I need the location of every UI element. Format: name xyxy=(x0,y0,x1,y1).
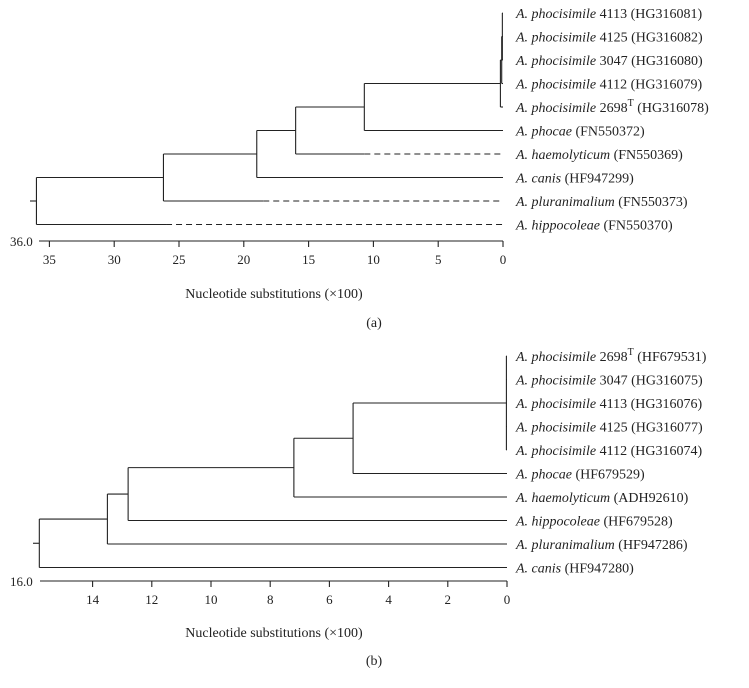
strain-id: 4125 xyxy=(596,31,628,46)
species-name: A. hippocoleae xyxy=(515,515,600,530)
leaf-label: A. haemolyticum (ADH92610) xyxy=(515,491,689,506)
species-name: A. phocisimile xyxy=(515,350,596,365)
strain-id: 3047 xyxy=(596,54,628,69)
axis-tick-label: 25 xyxy=(173,252,186,267)
species-name: A. phocisimile xyxy=(515,421,596,436)
axis-tick-label: 0 xyxy=(504,592,511,607)
leaf-label: A. canis (HF947280) xyxy=(515,562,634,577)
tree-panel-b: A. phocisimile 2698T (HF679531)A. phocis… xyxy=(10,347,707,669)
leaf-label: A. phocisimile 2698T (HF679531) xyxy=(515,347,707,365)
axis-tick-label: 14 xyxy=(86,592,100,607)
species-name: A. phocisimile xyxy=(515,101,596,116)
axis-max-label: 36.0 xyxy=(10,234,33,249)
leaf-label: A. phocisimile 4113 (HG316081) xyxy=(515,7,702,22)
accession-number: (HG316076) xyxy=(627,397,702,412)
type-strain-mark: T xyxy=(628,347,634,358)
strain-id: 4125 xyxy=(596,421,628,436)
axis-tick-label: 5 xyxy=(435,252,442,267)
leaf-label: A. haemolyticum (FN550369) xyxy=(515,148,683,163)
strain-id: 4112 xyxy=(596,444,627,459)
leaf-label: A. phocisimile 4125 (HG316082) xyxy=(515,31,703,46)
leaf-label: A. pluranimalium (FN550373) xyxy=(515,195,688,210)
axis-tick-label: 35 xyxy=(43,252,56,267)
type-strain-mark: T xyxy=(628,98,634,109)
accession-number: (HG316075) xyxy=(628,374,703,389)
leaf-label: A. phocisimile 4125 (HG316077) xyxy=(515,421,703,436)
leaf-label: A. phocisimile 2698T (HG316078) xyxy=(515,98,709,116)
species-name: A. canis xyxy=(515,172,562,187)
strain-id: 4112 xyxy=(596,78,627,93)
strain-id: 4113 xyxy=(596,7,627,22)
leaf-label: A. phocisimile 4112 (HG316074) xyxy=(515,444,702,459)
leaf-label: A. phocisimile 4113 (HG316076) xyxy=(515,397,702,412)
leaf-label: A. canis (HF947299) xyxy=(515,172,634,187)
species-name: A. phocisimile xyxy=(515,397,596,412)
axis-title: Nucleotide substitutions (×100) xyxy=(185,626,363,641)
accession-number: (FN550369) xyxy=(610,148,683,163)
leaf-label: A. hippocoleae (HF679528) xyxy=(515,515,673,530)
axis-tick-label: 8 xyxy=(267,592,274,607)
axis-tick-label: 2 xyxy=(445,592,452,607)
accession-number: (HF679529) xyxy=(572,468,645,483)
axis-tick-label: 0 xyxy=(500,252,507,267)
leaf-label: A. phocae (FN550372) xyxy=(515,125,645,140)
axis-max-label: 16.0 xyxy=(10,574,33,589)
leaf-label: A. pluranimalium (HF947286) xyxy=(515,538,688,553)
axis-tick-label: 10 xyxy=(367,252,380,267)
species-name: A. phocisimile xyxy=(515,31,596,46)
accession-number: (HF679528) xyxy=(600,515,673,530)
species-name: A. phocisimile xyxy=(515,78,596,93)
species-name: A. haemolyticum xyxy=(515,491,610,506)
accession-number: (HF947280) xyxy=(561,562,634,577)
species-name: A. phocae xyxy=(515,125,572,140)
accession-number: (HG316081) xyxy=(627,7,702,22)
panel-label: (b) xyxy=(366,654,383,669)
accession-number: (HF947299) xyxy=(561,172,634,187)
accession-number: (HG316082) xyxy=(628,31,703,46)
species-name: A. pluranimalium xyxy=(515,195,615,210)
species-name: A. phocisimile xyxy=(515,7,596,22)
species-name: A. phocisimile xyxy=(515,444,596,459)
axis-tick-label: 10 xyxy=(205,592,218,607)
accession-number: (ADH92610) xyxy=(610,491,688,506)
leaf-label: A. phocisimile 3047 (HG316080) xyxy=(515,54,703,69)
axis-tick-label: 6 xyxy=(326,592,333,607)
axis-tick-label: 15 xyxy=(302,252,315,267)
accession-number: (HG316080) xyxy=(628,54,703,69)
accession-number: (FN550372) xyxy=(572,125,645,140)
axis-tick-label: 12 xyxy=(145,592,158,607)
leaf-label: A. phocisimile 4112 (HG316079) xyxy=(515,78,702,93)
leaf-label: A. hippocoleae (FN550370) xyxy=(515,219,673,234)
species-name: A. phocae xyxy=(515,468,572,483)
accession-number: (HG316079) xyxy=(627,78,702,93)
species-name: A. haemolyticum xyxy=(515,148,610,163)
accession-number: (HG316074) xyxy=(627,444,702,459)
species-name: A. canis xyxy=(515,562,562,577)
leaf-label: A. phocisimile 3047 (HG316075) xyxy=(515,374,703,389)
strain-id: 4113 xyxy=(596,397,627,412)
axis-tick-label: 30 xyxy=(108,252,121,267)
axis-tick-label: 4 xyxy=(385,592,392,607)
species-name: A. phocisimile xyxy=(515,54,596,69)
accession-number: (FN550370) xyxy=(600,219,673,234)
strain-id: 2698 xyxy=(596,350,628,365)
accession-number: (HG316078) xyxy=(634,101,709,116)
strain-id: 2698 xyxy=(596,101,628,116)
accession-number: (FN550373) xyxy=(615,195,688,210)
axis-title: Nucleotide substitutions (×100) xyxy=(185,287,363,302)
panel-label: (a) xyxy=(366,316,382,331)
strain-id: 3047 xyxy=(596,374,628,389)
accession-number: (HF679531) xyxy=(634,350,707,365)
leaf-label: A. phocae (HF679529) xyxy=(515,468,645,483)
accession-number: (HG316077) xyxy=(628,421,703,436)
axis-tick-label: 20 xyxy=(237,252,250,267)
species-name: A. hippocoleae xyxy=(515,219,600,234)
species-name: A. pluranimalium xyxy=(515,538,615,553)
species-name: A. phocisimile xyxy=(515,374,596,389)
tree-panel-a: A. phocisimile 4113 (HG316081)A. phocisi… xyxy=(10,7,709,331)
accession-number: (HF947286) xyxy=(615,538,688,553)
